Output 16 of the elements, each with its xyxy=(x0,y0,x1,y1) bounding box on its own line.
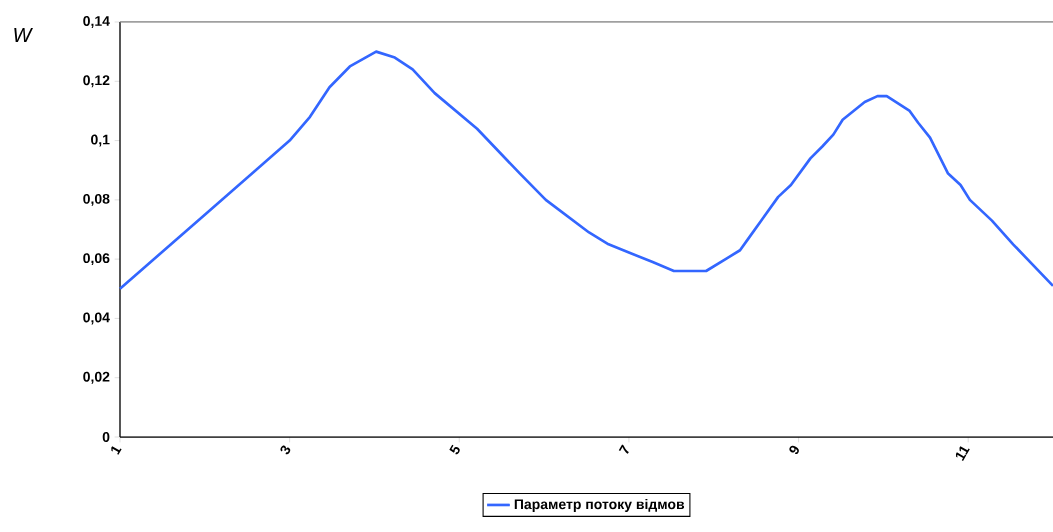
x-tick-label: 11 xyxy=(955,446,970,461)
x-tick-label: 1 xyxy=(111,446,122,455)
y-tick-label: 0,02 xyxy=(83,371,110,384)
y-axis-title: W xyxy=(14,28,33,42)
x-tick-label: 3 xyxy=(280,445,291,455)
y-tick-label: 0,06 xyxy=(83,253,110,266)
legend-label: Параметр потоку відмов xyxy=(514,498,685,512)
y-tick-label: 0,1 xyxy=(91,134,110,147)
y-tick-label: 0,04 xyxy=(83,312,110,325)
y-tick-label: 0,12 xyxy=(83,75,110,88)
y-tick-label: 0,08 xyxy=(83,193,110,206)
y-tick-label: 0 xyxy=(102,432,110,442)
x-tick-label: 5 xyxy=(449,444,460,455)
x-tick-label: 7 xyxy=(618,444,629,454)
x-tick-label: 9 xyxy=(789,445,799,455)
y-tick-label: 0,14 xyxy=(83,16,110,28)
